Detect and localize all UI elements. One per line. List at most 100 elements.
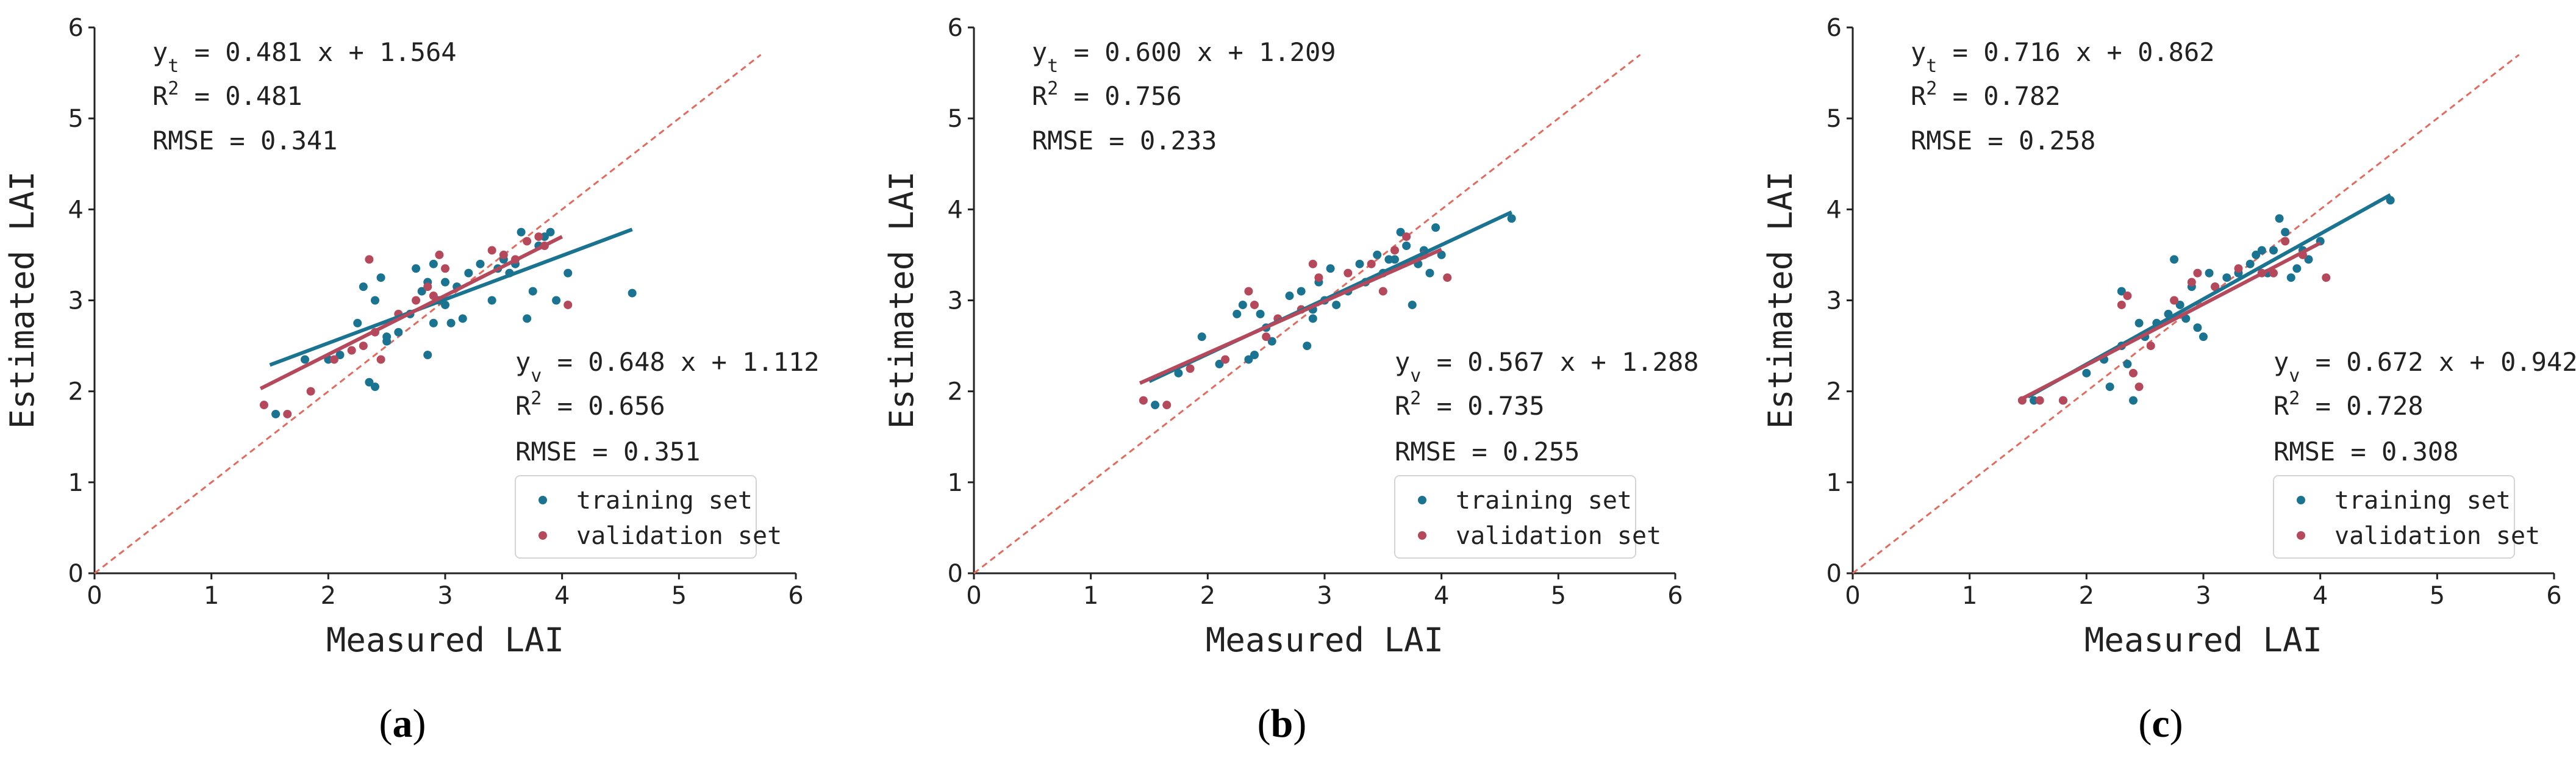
validation-point	[1221, 355, 1230, 364]
training-equation: yt = 0.481 x + 1.564	[152, 37, 457, 77]
r2-superscript: 2	[2289, 388, 2300, 409]
training-r2: R2 = 0.756	[1032, 78, 1182, 112]
training-point	[1402, 242, 1411, 250]
x-tick-label: 5	[1551, 582, 1566, 610]
training-point	[2292, 264, 2302, 273]
validation-point	[2035, 396, 2044, 405]
training-fit-line	[269, 227, 633, 367]
panel-b: 0 1 2 3 4 5 6 0 1 2 3 4 5 6 Measured LAI Estimated LAI y…	[882, 14, 1699, 746]
legend-marker-training	[1418, 496, 1426, 504]
equation-variable: y	[1032, 37, 1047, 67]
training-point	[564, 268, 573, 277]
validation-point	[534, 232, 543, 242]
training-equation: yt = 0.600 x + 1.209	[1032, 37, 1336, 77]
legend-label-validation: validation set	[1456, 522, 1661, 550]
training-point	[1303, 342, 1312, 351]
training-point	[1215, 359, 1224, 368]
validation-point	[1308, 259, 1317, 268]
r2-symbol: R	[1911, 81, 1927, 111]
validation-point	[1139, 396, 1148, 405]
training-point	[446, 318, 456, 328]
validation-point	[564, 300, 573, 309]
training-point	[359, 282, 368, 292]
y-tick-label: 0	[948, 560, 963, 588]
y-tick-label: 2	[1826, 378, 1842, 406]
training-point	[1297, 287, 1306, 296]
validation-rmse: RMSE = 0.255	[1395, 437, 1580, 467]
legend-marker-training	[2297, 496, 2305, 504]
x-tick-label: 5	[2430, 582, 2445, 610]
validation-point	[306, 387, 315, 396]
training-point	[441, 277, 449, 287]
y-tick-label: 0	[68, 560, 84, 588]
equation-variable: y	[152, 37, 168, 67]
equation-subscript: v	[2289, 365, 2300, 387]
training-point	[1431, 223, 1440, 232]
equation-subscript: v	[1410, 365, 1421, 387]
equation-subscript: t	[168, 55, 179, 77]
training-point	[412, 264, 421, 273]
x-tick-label: 0	[966, 582, 981, 610]
training-point	[2082, 368, 2091, 378]
legend-label-training: training set	[576, 487, 753, 515]
validation-point	[1314, 273, 1323, 282]
panel-caption: (b)	[1258, 701, 1307, 746]
validation-rmse: RMSE = 0.351	[515, 437, 700, 467]
x-tick-label: 1	[204, 582, 219, 610]
equation-body: = 0.567 x + 1.288	[1421, 347, 1698, 377]
validation-point	[2117, 300, 2126, 309]
y-tick-label: 3	[1826, 287, 1842, 315]
caption-letter: c	[2152, 701, 2169, 746]
one-to-one-line	[973, 54, 1641, 574]
training-point	[1326, 264, 1335, 273]
training-point	[371, 382, 379, 392]
legend-label-training: training set	[1456, 487, 1632, 515]
x-tick-label: 4	[554, 582, 570, 610]
r2-value: = 0.481	[179, 81, 302, 111]
training-point	[2105, 382, 2114, 392]
equation-body: = 0.648 x + 1.112	[542, 347, 819, 377]
legend-label-validation: validation set	[2334, 522, 2540, 550]
y-tick-label: 5	[948, 105, 963, 133]
training-point	[2117, 287, 2126, 296]
training-point	[2181, 314, 2191, 323]
training-point	[1197, 332, 1206, 342]
validation-point	[2170, 296, 2179, 305]
r2-superscript: 2	[168, 78, 179, 99]
panel-a: 0 1 2 3 4 5 6 0 1 2 3 4 5 6 Measured LAI Estimated LAI y…	[3, 14, 820, 746]
validation-point	[2211, 282, 2220, 292]
y-tick-label: 4	[948, 196, 963, 224]
validation-point	[2134, 382, 2144, 392]
x-axis-title: Measured LAI	[2084, 621, 2322, 659]
legend-box	[2273, 475, 2515, 559]
legend-box	[515, 475, 757, 559]
x-axis-title: Measured LAI	[1206, 621, 1444, 659]
training-point	[335, 351, 345, 359]
caption-paren: (	[379, 701, 393, 746]
training-point	[382, 332, 392, 342]
x-tick-label: 5	[671, 582, 687, 610]
one-to-one-line	[94, 54, 762, 574]
r2-symbol: R	[1032, 81, 1048, 111]
caption-letter: b	[1271, 701, 1293, 746]
training-rmse: RMSE = 0.258	[1911, 126, 2095, 156]
training-point	[371, 296, 379, 305]
training-point	[2170, 255, 2179, 264]
training-point	[628, 288, 637, 298]
validation-point	[347, 346, 356, 355]
legend: training set validation set	[2273, 475, 2540, 559]
equation-variable: y	[1395, 347, 1410, 377]
validation-point	[1402, 232, 1411, 242]
x-tick-label: 2	[2079, 582, 2094, 610]
validation-point	[2269, 268, 2278, 277]
x-tick-label: 1	[1083, 582, 1098, 610]
equation-variable: y	[515, 347, 531, 377]
legend-marker-validation	[538, 531, 547, 540]
y-tick-label: 2	[68, 378, 84, 406]
training-point	[546, 227, 555, 237]
caption-paren: (	[2138, 701, 2152, 746]
validation-point	[2129, 368, 2138, 378]
caption-paren: (	[1258, 701, 1271, 746]
r2-superscript: 2	[1410, 388, 1421, 409]
training-r2: R2 = 0.782	[1911, 78, 2061, 112]
